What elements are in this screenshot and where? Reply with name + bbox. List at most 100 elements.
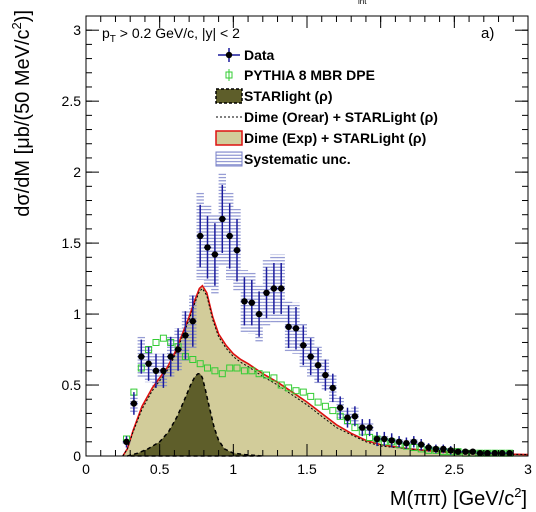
legend-data-marker [225,51,233,59]
data-point [189,318,196,325]
x-axis-title: M(ππ) [GeV/c2] [390,485,527,510]
legend-systematic: Systematic unc. [215,151,351,167]
y-tick-label: 0 [73,448,81,464]
data-point [410,438,417,445]
data-point [359,424,366,431]
pythia-point [255,370,263,378]
pythia-point [263,371,270,379]
data-point [344,414,351,421]
legend-systematic-swatch [215,151,243,167]
pythia-point [307,392,315,400]
legend-starlight-label: STARlight (ρ) [244,88,333,104]
legend-dime-exp: Dime (Exp) + STARLight (ρ) [215,130,426,146]
y-tick-label: 1.5 [62,235,82,251]
pythia-point [152,339,160,346]
legend-dime-exp-label: Dime (Exp) + STARLight (ρ) [244,130,426,146]
pythia-point [314,398,322,406]
pythia-point [248,367,256,375]
legend-dime-orear: Dime (Orear) + STARLight (ρ) [216,109,438,125]
x-axis-title-end: ] [521,488,527,510]
y-axis-title-sup: 2 [9,22,24,29]
x-tick-label: 1.5 [297,461,317,477]
cut-label: pT > 0.2 GeV/c, |y| < 2 [102,25,240,45]
data-point [270,285,278,292]
y-tick-label: 0.5 [62,377,82,393]
pythia-point [233,364,241,372]
data-point [476,450,484,457]
y-axis-title: dσ/dM [μb/(50 MeV/c2)] [9,10,34,217]
x-tick-label: 2.5 [445,461,465,477]
y-tick-label: 2 [73,164,81,180]
data-point [219,215,226,223]
y-tick-label: 2.5 [62,93,82,109]
data-point [373,435,381,443]
data-point [388,437,395,444]
pythia-point [218,370,226,378]
data-point [248,299,255,306]
data-point [130,400,138,407]
data-point [454,448,462,455]
pythia-point [270,374,278,382]
data-point [381,435,388,443]
y-axis-title-end: )] [12,10,34,22]
cut-label-rest: > 0.2 GeV/c, |y| < 2 [116,25,240,41]
data-point [484,450,491,457]
data-point [255,310,263,318]
x-tick-label: 0 [82,461,90,477]
data-point [432,445,440,453]
x-axis-title-sup: 2 [514,485,521,500]
pythia-point [189,356,197,363]
data-point [337,404,344,411]
x-axis-title-main: M(ππ) [GeV/c [390,488,514,510]
starlight-layer [127,372,263,457]
data-point [204,244,211,251]
legend-systematic-label: Systematic unc. [244,151,351,167]
data-point [462,448,469,455]
data-point [403,440,410,447]
pythia-point [196,360,204,368]
legend-pythia-label: PYTHIA 8 MBR DPE [244,67,375,83]
cut-label-sub: T [110,34,116,45]
data-point [351,413,359,420]
data-point [418,441,425,448]
y-tick-label: 1 [73,306,81,322]
data-point [241,298,248,305]
data-point [285,323,292,330]
data-point [366,424,373,431]
panel-label: a) [481,25,494,42]
data-point [167,353,174,360]
pythia-point [204,364,211,372]
pythia-point [159,334,167,342]
data-point [314,362,322,369]
pythia-point [240,367,248,375]
data-point [447,447,454,454]
cut-label-p: p [102,25,110,41]
pythia-point [329,407,337,415]
data-point [329,384,336,392]
data-point [174,346,182,353]
data-point [160,367,167,374]
legend-starlight-swatch [215,88,243,104]
legend-dime-orear-label: Dime (Orear) + STARLight (ρ) [244,109,438,125]
x-tick-label: 2 [377,461,385,477]
data-point [182,332,189,339]
data-point [425,444,432,451]
data-point [469,448,476,455]
pythia-point [285,384,293,392]
data-point [322,371,329,379]
data-point [145,360,152,367]
pythia-point [321,402,329,410]
legend: Data PYTHIA 8 MBR DPE STARlight (ρ) Dime… [215,47,438,167]
data-point [197,232,204,240]
data-point [292,325,300,332]
x-tick-label: 3 [524,461,532,477]
data-point [499,450,506,457]
legend-starlight: STARlight (ρ) [215,88,333,104]
dime-exp-area [122,285,529,456]
x-tick-label: 0.5 [150,461,170,477]
legend-data-label: Data [244,47,275,63]
data-point [491,450,498,457]
data-point [263,289,270,296]
legend-data: Data [218,47,275,63]
